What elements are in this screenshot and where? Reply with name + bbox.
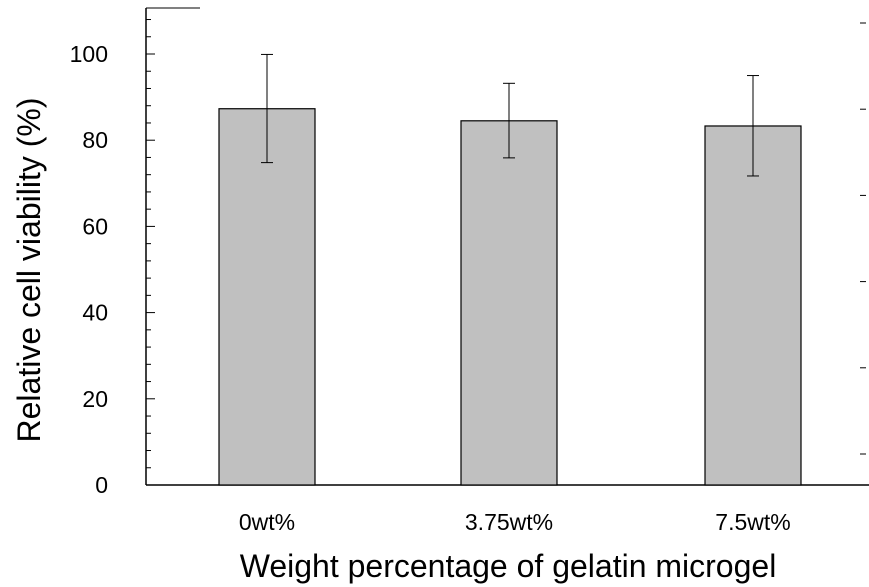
x-tick-label: 7.5wt% <box>715 509 790 535</box>
y-tick-label: 40 <box>82 300 108 326</box>
bar <box>218 108 316 486</box>
bar <box>704 125 802 486</box>
bars <box>218 108 802 486</box>
y-tick-label: 20 <box>82 386 108 412</box>
error-bars <box>261 53 759 177</box>
right-axis-ticks <box>860 22 866 455</box>
y-tick-label: 0 <box>95 472 108 498</box>
y-axis-title: Relative cell viability (%) <box>11 98 47 443</box>
x-tick-labels: 0wt% 3.75wt% 7.5wt% <box>239 509 791 535</box>
x-tick-label: 3.75wt% <box>465 509 553 535</box>
bar <box>460 120 558 486</box>
x-tick-label: 0wt% <box>239 509 295 535</box>
y-tick-label: 80 <box>82 127 108 153</box>
y-axis: 0 20 40 60 80 100 <box>70 19 155 498</box>
y-tick-label: 100 <box>70 41 108 67</box>
y-tick-label: 60 <box>82 213 108 239</box>
x-axis-title: Weight percentage of gelatin microgel <box>240 548 777 584</box>
